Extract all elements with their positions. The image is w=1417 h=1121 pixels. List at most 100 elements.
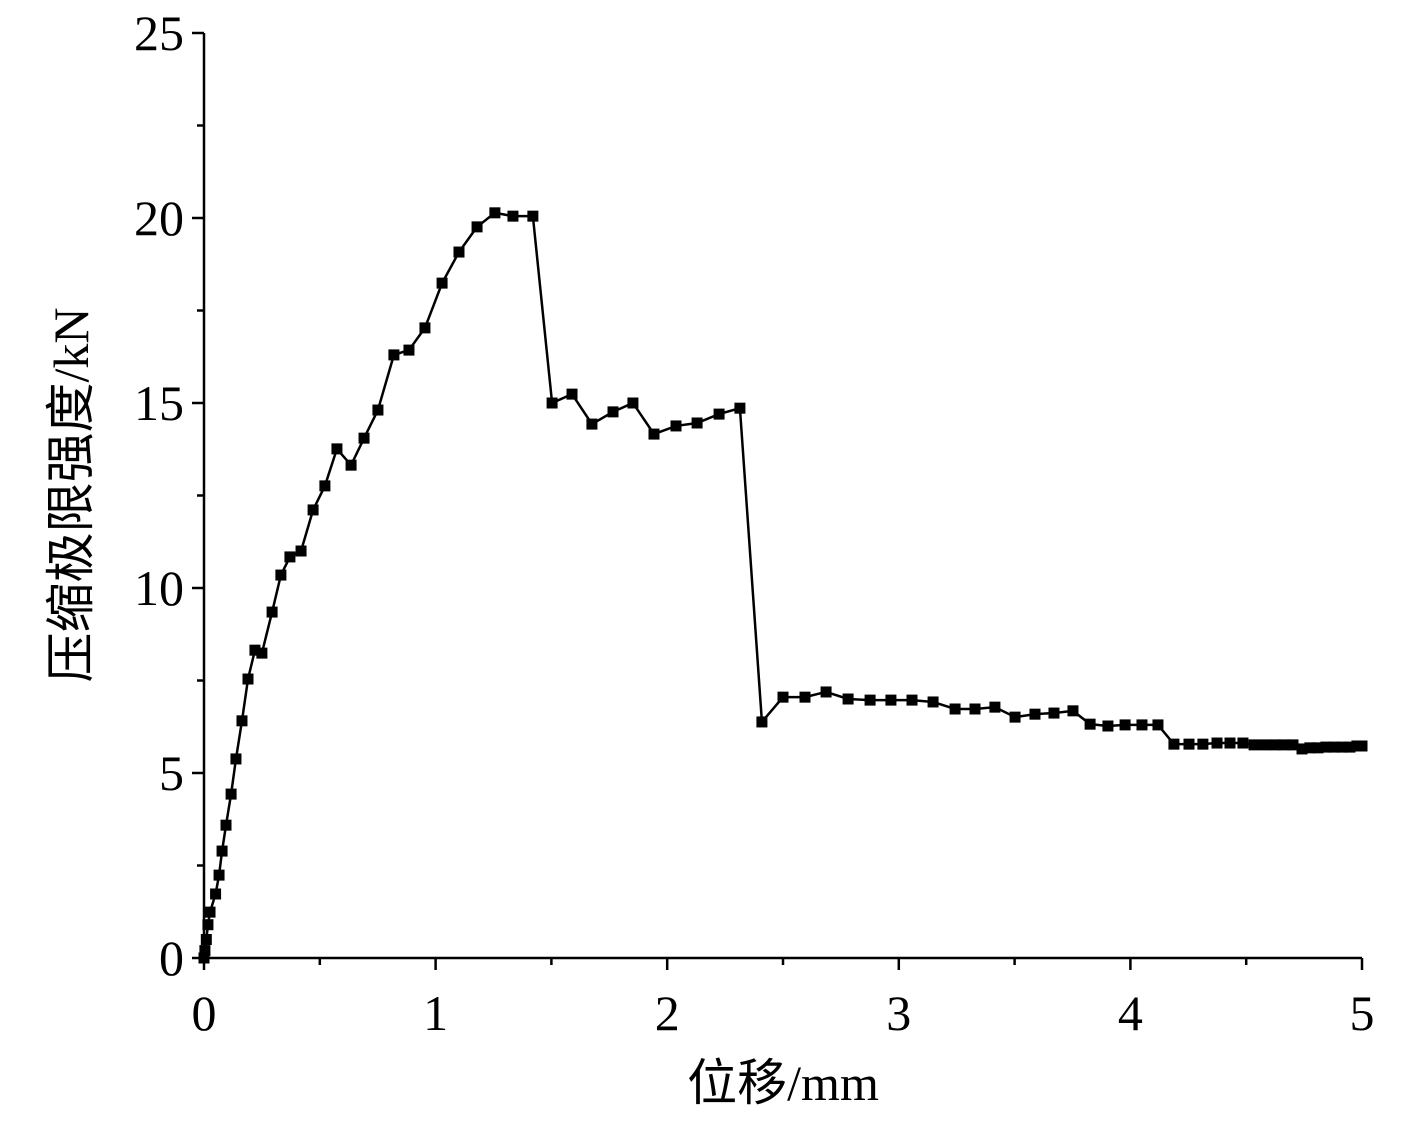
data-line: [202, 211, 1362, 959]
data-point: [1009, 711, 1021, 723]
data-point: [419, 322, 431, 334]
data-point: [220, 819, 232, 831]
data-point: [1048, 707, 1060, 719]
data-point: [358, 432, 370, 444]
data-point: [331, 443, 343, 455]
data-point: [199, 945, 211, 957]
data-point: [1278, 739, 1290, 751]
data-point: [1136, 719, 1148, 731]
data-point: [230, 753, 242, 765]
data-point: [295, 545, 307, 557]
data-point: [842, 693, 854, 705]
data-point: [436, 277, 448, 289]
data-point: [648, 428, 660, 440]
data-point: [403, 344, 415, 356]
data-point: [906, 694, 918, 706]
data-point: [275, 569, 287, 581]
data-point: [256, 647, 268, 659]
data-point: [627, 397, 639, 409]
data-point: [885, 694, 897, 706]
data-point: [372, 404, 384, 416]
data-point: [1119, 719, 1131, 731]
data-point: [1067, 705, 1079, 717]
data-point: [586, 418, 598, 430]
data-point: [734, 402, 746, 414]
data-point: [799, 691, 811, 703]
data-point: [1287, 739, 1299, 751]
data-point: [566, 388, 578, 400]
data-point: [284, 551, 296, 563]
data-point: [1183, 738, 1195, 750]
data-point: [1029, 708, 1041, 720]
data-point: [225, 788, 237, 800]
data-point: [210, 888, 222, 900]
y-tick-label: 20: [134, 190, 184, 246]
data-point: [1102, 720, 1114, 732]
data-point: [453, 246, 465, 258]
data-point: [1197, 738, 1209, 750]
data-point: [216, 845, 228, 857]
data-point: [670, 420, 682, 432]
data-point: [1237, 737, 1249, 749]
y-tick-label: 10: [134, 560, 184, 616]
data-point: [756, 716, 768, 728]
data-point: [471, 221, 483, 233]
y-tick-label: 25: [134, 5, 184, 61]
data-point: [1259, 739, 1271, 751]
x-tick-label: 0: [192, 985, 217, 1041]
data-point: [1224, 737, 1236, 749]
data-point: [507, 210, 519, 222]
data-point: [202, 919, 214, 931]
y-axis-title: 压缩极限强度/kN: [43, 308, 99, 683]
data-point: [607, 406, 619, 418]
data-point: [1336, 741, 1348, 753]
data-point: [691, 417, 703, 429]
data-point: [1152, 719, 1164, 731]
data-point: [1312, 742, 1324, 754]
data-point: [1084, 718, 1096, 730]
data-point: [388, 349, 400, 361]
data-point: [198, 952, 210, 964]
data-point: [1344, 741, 1356, 753]
data-point: [820, 686, 832, 698]
data-point: [1304, 742, 1316, 754]
data-point: [969, 703, 981, 715]
data-point: [1211, 737, 1223, 749]
data-point: [927, 696, 939, 708]
x-tick-label: 3: [886, 985, 911, 1041]
data-point: [546, 397, 558, 409]
data-point: [1328, 741, 1340, 753]
data-point: [1168, 738, 1180, 750]
data-point: [1320, 741, 1332, 753]
data-point: [242, 673, 254, 685]
x-tick-label: 4: [1118, 985, 1143, 1041]
data-point: [236, 715, 248, 727]
data-point: [1248, 739, 1260, 751]
x-axis-title: 位移/mm: [687, 1055, 879, 1111]
data-point: [1269, 739, 1281, 751]
data-point: [345, 459, 357, 471]
data-point: [989, 701, 1001, 713]
data-point: [1356, 740, 1368, 752]
data-point: [527, 210, 539, 222]
data-point: [489, 207, 501, 219]
data-point: [213, 869, 225, 881]
data-point: [949, 703, 961, 715]
data-point: [266, 606, 278, 618]
data-point: [204, 906, 216, 918]
data-point: [777, 691, 789, 703]
data-point: [864, 694, 876, 706]
x-tick-label: 5: [1350, 985, 1375, 1041]
data-point: [1296, 743, 1308, 755]
data-point: [713, 408, 725, 420]
data-point: [307, 504, 319, 516]
y-tick-label: 0: [159, 930, 184, 986]
x-tick-label: 1: [423, 985, 448, 1041]
y-tick-label: 15: [134, 375, 184, 431]
data-point: [249, 644, 261, 656]
y-tick-label: 5: [159, 745, 184, 801]
data-point: [319, 480, 331, 492]
x-tick-label: 2: [655, 985, 680, 1041]
